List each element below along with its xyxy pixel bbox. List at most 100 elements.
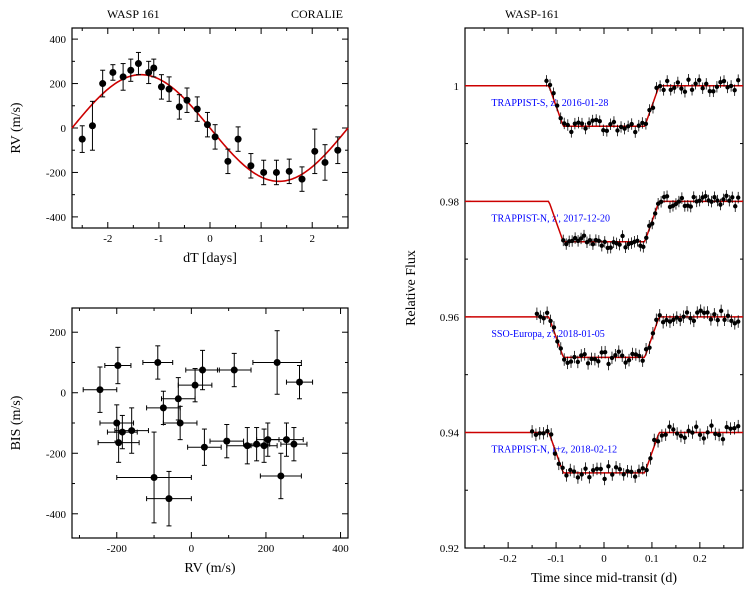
data-point	[160, 404, 167, 411]
data-point	[688, 316, 692, 320]
data-point	[560, 466, 564, 470]
data-point	[637, 123, 641, 127]
data-point	[622, 472, 626, 476]
svg-text:0: 0	[61, 123, 67, 135]
data-point	[599, 467, 603, 471]
data-point	[274, 359, 281, 366]
title-left: WASP 161	[107, 7, 160, 21]
data-point	[545, 429, 549, 433]
data-point	[644, 236, 648, 240]
data-point	[530, 429, 534, 433]
data-point	[661, 88, 665, 92]
data-point	[641, 466, 645, 470]
data-point	[596, 359, 600, 363]
data-point	[702, 436, 706, 440]
data-point	[705, 310, 709, 314]
data-point	[119, 429, 126, 436]
data-point	[613, 353, 617, 357]
ylabel: Relative Flux	[404, 250, 419, 326]
data-point	[606, 362, 610, 366]
data-point	[566, 123, 570, 127]
data-point	[705, 430, 709, 434]
data-point	[127, 67, 134, 74]
svg-text:0: 0	[601, 553, 607, 565]
lightcurve-plot: WASP-161-0.2-0.100.10.20.920.940.960.981…	[395, 0, 753, 590]
data-point	[722, 79, 726, 83]
data-point	[114, 362, 121, 369]
data-point	[620, 234, 624, 238]
svg-text:200: 200	[258, 543, 275, 555]
data-point	[683, 436, 687, 440]
data-point	[597, 239, 601, 243]
data-point	[667, 425, 671, 429]
svg-text:-200: -200	[46, 167, 67, 179]
svg-text:-0.1: -0.1	[547, 553, 564, 565]
svg-text:0: 0	[207, 233, 213, 245]
data-point	[654, 318, 658, 322]
data-point	[580, 472, 584, 476]
data-point	[555, 103, 559, 107]
xlabel: Time since mid-transit (d)	[531, 571, 677, 586]
data-point	[561, 238, 565, 242]
data-point	[555, 339, 559, 343]
data-point	[697, 198, 701, 202]
data-point	[322, 159, 329, 166]
data-point	[586, 361, 590, 365]
ylabel: BIS (m/s)	[9, 395, 24, 450]
data-point	[552, 325, 556, 329]
svg-text:-200: -200	[46, 448, 67, 460]
data-point	[277, 472, 284, 479]
data-point	[583, 126, 587, 130]
data-point	[177, 420, 184, 427]
data-point	[603, 350, 607, 354]
data-point	[538, 431, 542, 435]
data-point	[711, 89, 715, 93]
data-point	[715, 85, 719, 89]
data-point	[635, 239, 639, 243]
data-point	[644, 122, 648, 126]
data-point	[192, 382, 199, 389]
data-point	[572, 469, 576, 473]
data-point	[644, 468, 648, 472]
data-point	[602, 477, 606, 481]
data-point	[730, 195, 734, 199]
data-point	[651, 106, 655, 110]
data-point	[583, 466, 587, 470]
data-point	[653, 211, 657, 215]
data-point	[290, 441, 297, 448]
data-point	[709, 317, 713, 321]
data-point	[128, 427, 135, 434]
data-point	[120, 73, 127, 80]
data-point	[677, 199, 681, 203]
data-point	[544, 79, 548, 83]
data-point	[686, 77, 690, 81]
plot-title: WASP-161	[505, 7, 559, 21]
data-point	[722, 318, 726, 322]
data-point	[715, 198, 719, 202]
data-point	[685, 310, 689, 314]
data-point	[600, 244, 604, 248]
data-point	[568, 468, 572, 472]
data-point	[625, 469, 629, 473]
data-point	[733, 204, 737, 208]
data-point	[716, 318, 720, 322]
data-point	[212, 133, 219, 140]
data-point	[541, 431, 545, 435]
data-point	[559, 346, 563, 350]
data-point	[721, 197, 725, 201]
data-point	[615, 128, 619, 132]
data-point	[582, 352, 586, 356]
title-right: CORALIE	[291, 7, 343, 21]
data-point	[679, 86, 683, 90]
data-point	[231, 367, 238, 374]
bisector-plot: -2000200400-400-2000200RV (m/s)BIS (m/s)	[0, 290, 360, 590]
data-point	[658, 313, 662, 317]
data-point	[724, 194, 728, 198]
svg-text:400: 400	[332, 543, 349, 555]
data-point	[283, 436, 290, 443]
data-point	[606, 464, 610, 468]
svg-text:200: 200	[50, 79, 67, 91]
data-point	[569, 359, 573, 363]
data-point	[709, 199, 713, 203]
data-point	[562, 357, 566, 361]
